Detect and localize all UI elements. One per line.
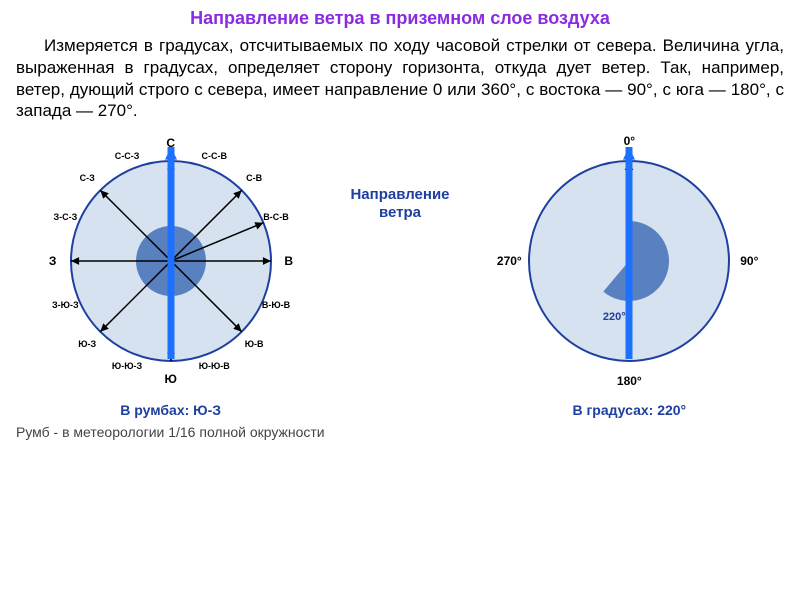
right-block: 0° 90° 180° 270° 220° В градусах: 220° <box>494 126 764 418</box>
rhumb-label: С-В <box>246 173 262 183</box>
rhumb-label: В-С-В <box>263 212 289 222</box>
rhumb-label: В <box>284 254 293 268</box>
rhumb-label: З-С-З <box>53 212 77 222</box>
degree-label: 0° <box>624 134 635 148</box>
rhumb-label: З <box>49 254 57 268</box>
rhumb-label: С-С-З <box>115 151 140 161</box>
degree-label: 180° <box>617 374 642 388</box>
compass-degrees: 0° 90° 180° 270° 220° <box>494 126 764 396</box>
rhumb-label: Ю <box>164 372 176 386</box>
right-caption: В градусах: 220° <box>494 402 764 418</box>
degree-label: 90° <box>740 254 758 268</box>
rhumb-label: Ю-Ю-В <box>199 361 230 371</box>
rhumb-label: Ю-Ю-З <box>112 361 142 371</box>
degree-label: 270° <box>497 254 522 268</box>
description-paragraph: Измеряется в градусах, отсчитываемых по … <box>16 35 784 122</box>
rhumb-label: З-Ю-З <box>52 300 79 310</box>
rhumb-label: Ю-З <box>78 339 96 349</box>
center-label: Направление ветра <box>335 186 465 222</box>
page-title: Направление ветра в приземном слое возду… <box>16 8 784 29</box>
rhumb-label: С-З <box>80 173 95 183</box>
left-block: С С-С-В С-В В-С-В В В-Ю-В Ю-В Ю-Ю-В Ю Ю-Ю-З Ю-З З-Ю… <box>36 126 306 418</box>
diagram-row: С С-С-В С-В В-С-В В В-Ю-В Ю-В Ю-Ю-В Ю Ю-Ю-З Ю-З З-Ю… <box>16 126 784 418</box>
compass-rhumbs: С С-С-В С-В В-С-В В В-Ю-В Ю-В Ю-Ю-В Ю Ю-Ю-З Ю-З З-Ю… <box>36 126 306 396</box>
angle-value-label: 220° <box>603 311 626 323</box>
rhumb-label: В-Ю-В <box>262 300 290 310</box>
footer-note: Румб - в метеорологии 1/16 полной окружн… <box>16 424 386 440</box>
left-caption: В румбах: Ю-З <box>36 402 306 418</box>
rhumb-label: С <box>166 136 175 150</box>
rhumb-label: С-С-В <box>202 151 228 161</box>
rhumb-label: Ю-В <box>245 339 264 349</box>
